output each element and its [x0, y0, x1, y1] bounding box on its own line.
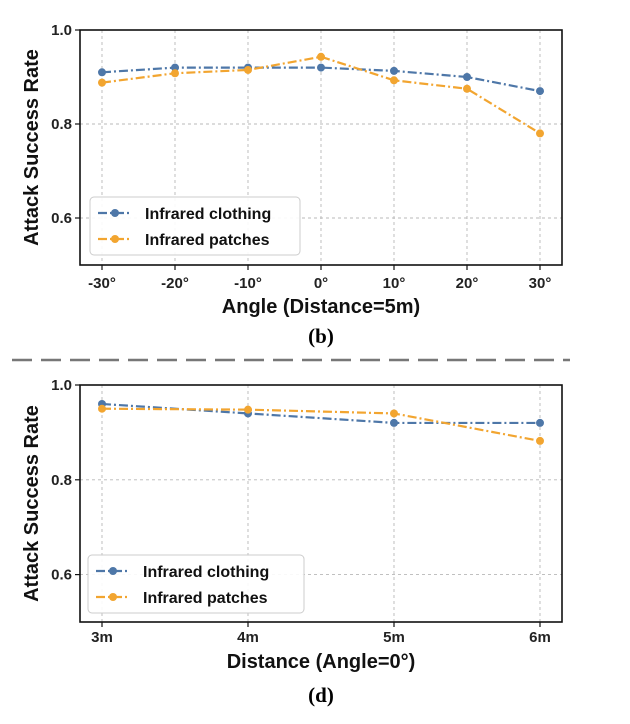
y-tick-label: 0.8	[51, 472, 72, 489]
y-tick-label: 0.6	[51, 567, 72, 584]
x-tick-label: 20°	[456, 275, 479, 292]
x-tick-label: 3m	[91, 629, 113, 646]
x-tick-label: 6m	[529, 629, 551, 646]
x-tick-label: -10°	[234, 275, 262, 292]
legend-swatch-marker	[111, 235, 119, 243]
data-point	[98, 78, 106, 87]
x-tick-label: 5m	[383, 629, 405, 646]
series-line-infrared-clothing	[101, 402, 540, 425]
x-axis-label: Distance (Angle=0°)	[227, 651, 416, 673]
legend-label: Infrared clothing	[143, 564, 269, 581]
y-axis-label: Attack Success Rate	[21, 405, 43, 602]
data-point	[390, 66, 398, 75]
data-point	[317, 52, 325, 61]
data-point	[536, 87, 544, 96]
data-point	[390, 418, 398, 427]
x-tick-label: 4m	[237, 629, 259, 646]
legend-swatch-marker	[109, 593, 117, 601]
x-tick-label: 0°	[314, 275, 328, 292]
data-point	[463, 84, 471, 93]
legend-label: Infrared patches	[143, 590, 268, 607]
data-point	[390, 76, 398, 85]
data-point	[390, 409, 398, 418]
data-point	[171, 69, 179, 78]
legend-label: Infrared clothing	[145, 206, 271, 223]
data-point	[463, 73, 471, 81]
legend-swatch-marker	[111, 209, 119, 217]
x-tick-label: 10°	[383, 275, 406, 292]
legend-box	[89, 196, 301, 256]
y-tick-label: 1.0	[51, 22, 72, 39]
x-tick-label: 30°	[529, 275, 552, 292]
data-point	[536, 418, 544, 427]
data-point	[244, 65, 252, 74]
y-axis-label: Attack Success Rate	[21, 49, 43, 246]
figure-caption: (b)	[308, 324, 334, 348]
legend-box	[87, 554, 305, 614]
plot-frame	[79, 384, 563, 623]
x-tick-label: -30°	[88, 275, 116, 292]
figure-caption: (d)	[308, 683, 334, 707]
data-point	[536, 436, 544, 445]
data-point	[98, 404, 106, 413]
x-axis-label: Angle (Distance=5m)	[222, 296, 420, 318]
data-point	[98, 68, 106, 77]
y-tick-label: 0.8	[51, 116, 72, 133]
data-point	[536, 129, 544, 138]
data-point	[317, 63, 325, 72]
series-line-infrared-patches	[101, 407, 541, 443]
chart-d: 3m 4m 5m 6m 0.6 0.8 1.0 Distance (Angle=0°) Atta…	[21, 377, 563, 707]
legend-label: Infrared patches	[145, 232, 270, 249]
data-point	[244, 405, 252, 414]
legend-swatch-marker	[109, 567, 117, 575]
x-tick-label: -20°	[161, 275, 189, 292]
chart-b: -30° -20° -10° 0° 10° 20° 30° 0.6 0.8 1.0 Angle (D…	[21, 22, 563, 348]
y-tick-label: 0.6	[51, 210, 72, 227]
y-tick-label: 1.0	[51, 377, 72, 394]
data-point	[171, 63, 179, 72]
